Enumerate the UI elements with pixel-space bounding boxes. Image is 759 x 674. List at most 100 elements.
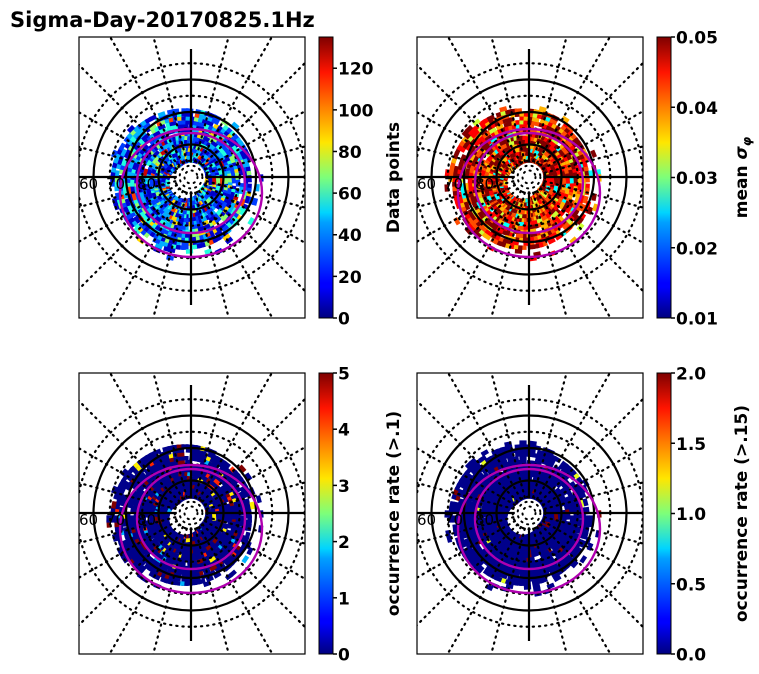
data-cell [154,242,163,250]
data-cell [480,449,490,457]
data-cell [181,573,189,579]
lat-label-80: 80 [475,511,494,529]
data-cell [181,116,189,121]
colorbar-tick-label: 0.04 [676,99,718,119]
mlt-meridian-dotted [198,525,274,654]
data-cell [233,484,242,493]
mlt-meridian-dotted [152,373,188,499]
mlt-meridian-dotted [446,37,522,165]
lat-label-70: 70 [444,175,463,193]
data-cell [137,179,143,187]
data-cell [590,149,598,158]
data-cell [565,205,573,214]
pole-blank [514,498,544,528]
data-cell [121,539,129,548]
data-cell [181,456,189,461]
data-cell [208,555,217,564]
data-cell [241,555,250,564]
mlt-meridian-dotted [541,109,643,170]
data-cell [152,129,161,138]
data-cell [464,124,474,134]
data-cell [482,568,492,577]
mlt-meridian-dotted [539,187,643,293]
data-cell [557,148,566,158]
data-cell [579,555,588,564]
data-cell [132,215,141,225]
lat-circle-dotted-inner [521,169,537,185]
data-cell [579,539,587,548]
data-cell [222,233,231,242]
data-cell [177,459,186,465]
data-cell [481,472,490,481]
data-cell [463,538,471,547]
data-cell [222,460,231,469]
mlt-meridian-dotted [543,516,643,545]
data-cell [132,227,141,236]
data-cell [466,209,475,218]
data-cell [547,457,556,465]
data-cell [554,232,564,241]
colorbar-label: occurrence rate (>.15) [732,405,752,622]
colorbar-tick-label: 0 [338,310,350,330]
data-cell [523,584,532,590]
data-cell [181,120,189,125]
mlt-meridian-dotted [490,191,526,318]
mlt-meridian-dotted [417,187,519,291]
mlt-meridian-dotted [417,180,515,209]
data-cell [545,460,555,469]
data-cell [584,187,590,196]
data-cell [244,472,253,481]
mlt-meridian-dotted [79,180,177,209]
data-cell [162,206,171,215]
data-cell [205,207,214,216]
data-cell [126,473,135,482]
colorbar-tick-label: 1.0 [676,505,706,525]
data-cell [129,515,135,523]
data-cell [148,114,158,122]
data-cell [215,139,225,148]
data-cell [221,494,230,504]
mlt-meridian-dotted [417,111,517,170]
data-cell [561,221,571,231]
colorbar-tick-label: 1 [338,589,350,609]
data-cell [549,117,558,126]
data-cell [246,546,254,556]
lat-circle-dotted-inner [516,500,542,526]
mlt-meridian-dotted [536,37,612,165]
data-cell [576,216,584,226]
mlt-meridian-dotted [194,37,230,163]
colorbar-label: Data points [384,122,404,233]
lat-label-80: 80 [137,175,156,193]
colorbar-gradient [656,372,672,655]
data-cell [529,440,537,446]
data-cell [561,115,570,124]
data-cell [181,237,189,243]
data-cell [468,457,477,466]
data-cell [214,565,224,574]
data-cell [119,148,128,157]
colorbar-tick-label: 0.02 [676,239,718,259]
panel-frame [78,372,306,655]
data-cell [522,135,530,141]
data-cell [205,575,214,583]
data-cell [153,448,162,456]
mlt-meridian-dotted [152,37,188,163]
data-cell [468,153,476,163]
data-cell [551,571,560,579]
mlt-meridian-dotted [203,184,305,245]
colorbar-tick-label: 0.01 [676,310,718,330]
data-cell [538,106,547,113]
mlt-meridian-dotted [446,189,522,318]
data-cell [151,537,160,546]
data-cell [464,473,473,482]
mlt-meridian-dotted [536,525,612,654]
auroral-oval-equatorward [456,463,602,595]
data-cell [148,123,157,131]
data-cell [553,513,559,521]
mlt-meridian-dotted [194,527,230,654]
data-cell [140,133,150,142]
data-cell [586,206,594,215]
mlt-meridian-dotted [417,447,517,506]
data-cell [488,126,497,135]
data-cell [506,148,515,156]
